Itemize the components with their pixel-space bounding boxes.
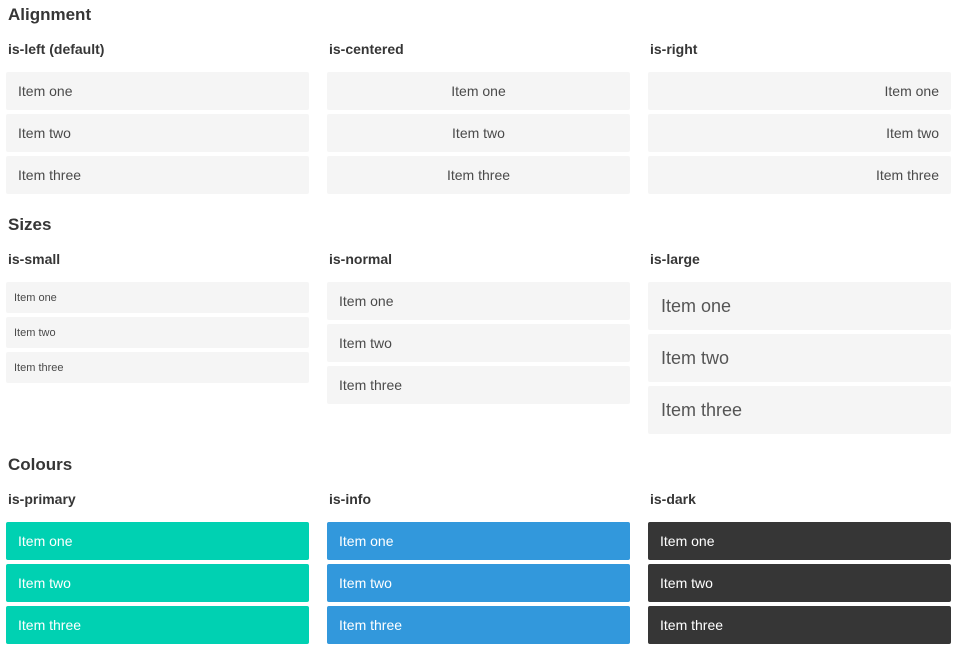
column-is-left: is-left (default) Item one Item two Item… — [6, 39, 309, 194]
list-item: Item three — [6, 156, 309, 194]
block-list: Item one Item two Item three — [327, 282, 630, 404]
alignment-columns: is-left (default) Item one Item two Item… — [6, 39, 951, 194]
section-alignment: Alignment is-left (default) Item one Ite… — [6, 3, 951, 194]
list-item: Item three — [6, 352, 309, 383]
list-item: Item two — [327, 564, 630, 602]
list-item: Item two — [648, 334, 951, 382]
sizes-columns: is-small Item one Item two Item three is… — [6, 249, 951, 434]
block-list: Item one Item two Item three — [648, 522, 951, 644]
column-subtitle: is-centered — [329, 41, 404, 57]
column-is-dark: is-dark Item one Item two Item three — [648, 489, 951, 644]
block-list: Item one Item two Item three — [6, 72, 309, 194]
list-item: Item two — [6, 564, 309, 602]
list-item: Item one — [6, 282, 309, 313]
list-item: Item one — [327, 72, 630, 110]
column-subtitle: is-large — [650, 251, 700, 267]
list-item: Item three — [6, 606, 309, 644]
list-item: Item three — [327, 366, 630, 404]
column-is-right: is-right Item one Item two Item three — [648, 39, 951, 194]
list-item: Item one — [648, 282, 951, 330]
block-list: Item one Item two Item three — [648, 282, 951, 434]
section-title: Colours — [8, 455, 73, 474]
column-subtitle: is-right — [650, 41, 698, 57]
column-subtitle: is-normal — [329, 251, 393, 267]
column-is-centered: is-centered Item one Item two Item three — [327, 39, 630, 194]
section-colours: Colours is-primary Item one Item two Ite… — [6, 453, 951, 644]
column-subtitle: is-small — [8, 251, 61, 267]
block-list: Item one Item two Item three — [327, 72, 630, 194]
block-list: Item one Item two Item three — [327, 522, 630, 644]
list-item: Item three — [648, 386, 951, 434]
list-item: Item two — [327, 324, 630, 362]
list-item: Item two — [327, 114, 630, 152]
list-item: Item two — [6, 114, 309, 152]
block-list: Item one Item two Item three — [6, 282, 309, 383]
column-is-normal: is-normal Item one Item two Item three — [327, 249, 630, 404]
column-is-primary: is-primary Item one Item two Item three — [6, 489, 309, 644]
section-sizes: Sizes is-small Item one Item two Item th… — [6, 213, 951, 434]
list-item: Item three — [648, 156, 951, 194]
list-item: Item three — [327, 156, 630, 194]
list-item: Item one — [6, 72, 309, 110]
column-is-large: is-large Item one Item two Item three — [648, 249, 951, 434]
list-item: Item three — [648, 606, 951, 644]
block-list: Item one Item two Item three — [648, 72, 951, 194]
list-item: Item two — [648, 564, 951, 602]
list-item: Item one — [648, 522, 951, 560]
column-subtitle: is-dark — [650, 491, 696, 507]
block-list: Item one Item two Item three — [6, 522, 309, 644]
column-subtitle: is-info — [329, 491, 371, 507]
list-item: Item two — [6, 317, 309, 348]
column-subtitle: is-primary — [8, 491, 76, 507]
list-item: Item one — [6, 522, 309, 560]
list-item: Item one — [648, 72, 951, 110]
colours-columns: is-primary Item one Item two Item three … — [6, 489, 951, 644]
list-item: Item one — [327, 522, 630, 560]
list-item: Item two — [648, 114, 951, 152]
section-title: Alignment — [8, 5, 92, 24]
section-title: Sizes — [8, 215, 52, 234]
list-item: Item three — [327, 606, 630, 644]
column-is-small: is-small Item one Item two Item three — [6, 249, 309, 383]
column-subtitle: is-left (default) — [8, 41, 105, 57]
column-is-info: is-info Item one Item two Item three — [327, 489, 630, 644]
list-item: Item one — [327, 282, 630, 320]
